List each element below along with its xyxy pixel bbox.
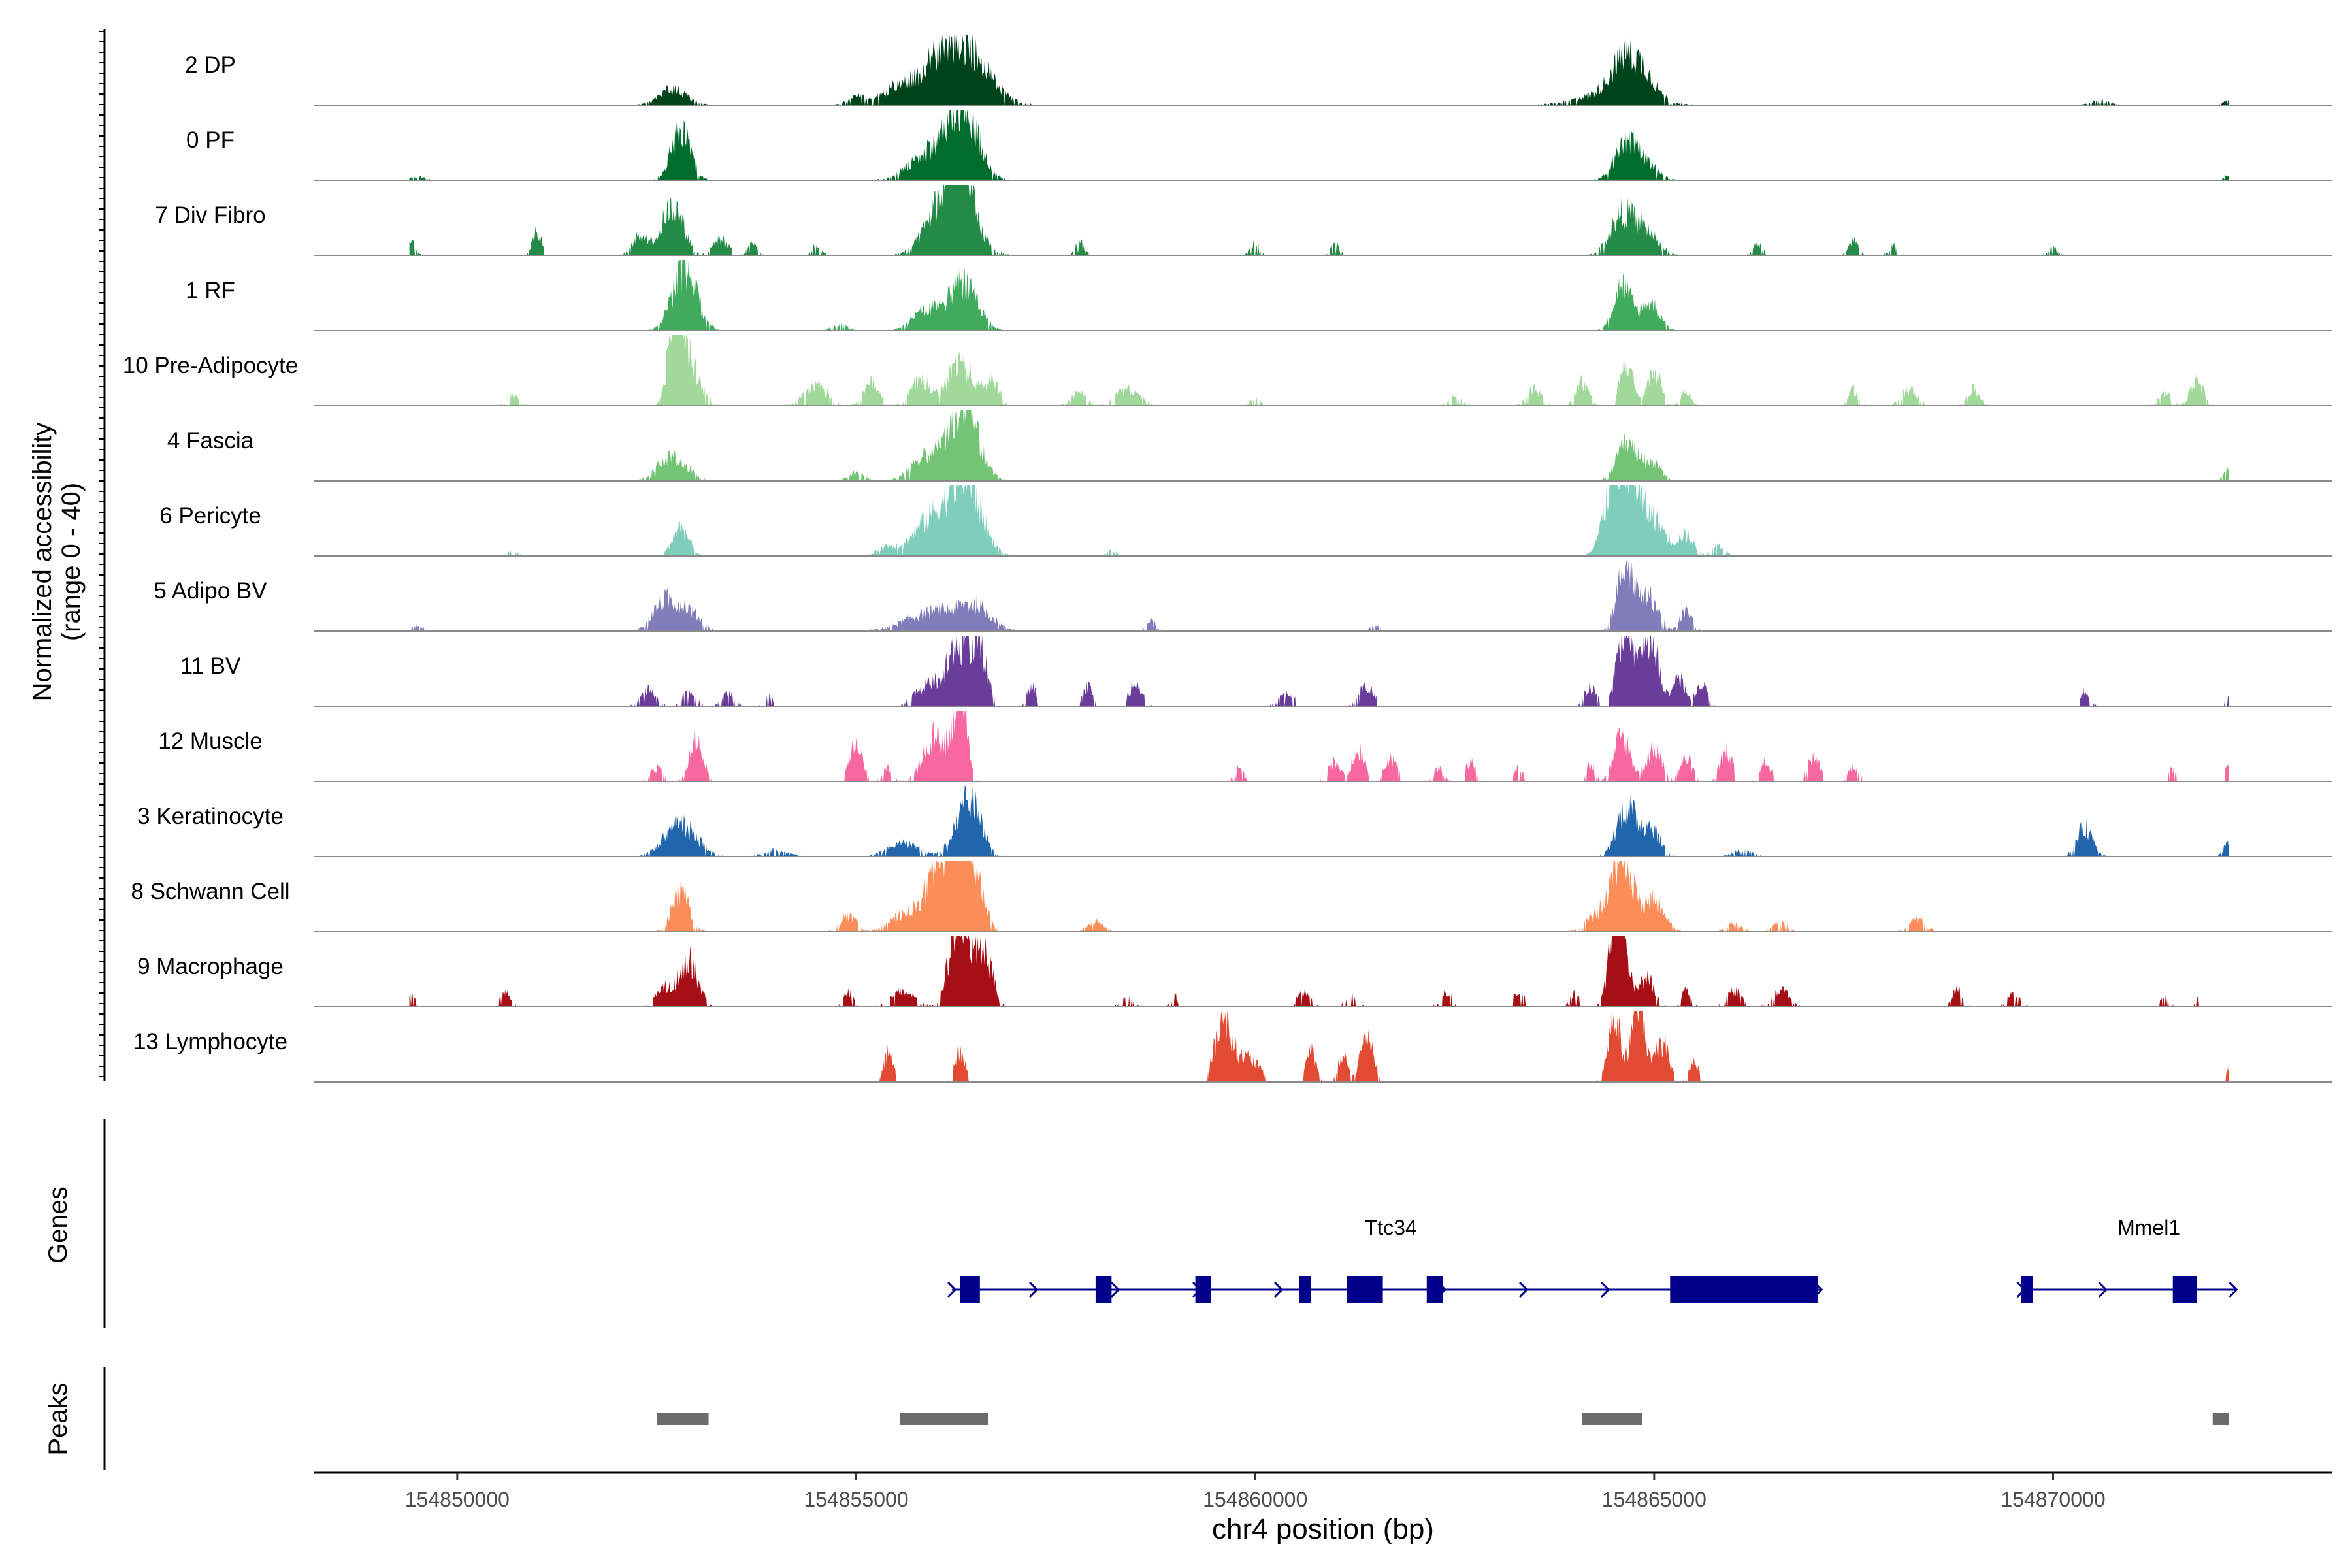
track-label: 10 Pre-Adipocyte (123, 353, 298, 378)
track-12: 8 Schwann Cell (131, 861, 2332, 932)
strand-arrow (947, 1281, 957, 1298)
strand-arrow (2098, 1281, 2108, 1298)
track-label: 13 Lymphocyte (133, 1029, 287, 1054)
gene-exon (1347, 1276, 1383, 1303)
track-14: 13 Lymphocyte (133, 1011, 2332, 1083)
gene-ttc34: Ttc34 (947, 1216, 1823, 1303)
track-5: 10 Pre-Adipocyte (123, 335, 2332, 406)
x-axis-title: chr4 position (bp) (1212, 1513, 1434, 1545)
track-label: 1 RF (186, 278, 235, 303)
gene-exon (1299, 1276, 1311, 1303)
track-13: 9 Macrophage (137, 936, 2332, 1007)
accessibility-y-ticks (99, 31, 105, 1077)
track-7: 6 Pericyte (159, 485, 2332, 557)
track-label: 8 Schwann Cell (131, 879, 289, 904)
gene-exon (1426, 1276, 1443, 1303)
gene-label: Mmel1 (2117, 1216, 2180, 1239)
strand-arrow (2229, 1281, 2238, 1298)
x-tick-label: 154855000 (804, 1488, 908, 1511)
x-axis-ticks: 154850000 154855000 154860000 154865000 1548… (405, 1473, 2106, 1511)
gene-exon (1195, 1276, 1212, 1303)
strand-arrow (1111, 1281, 1120, 1298)
coverage-tracks: 2 DP 0 PF 7 Div Fibro 1 RF 10 Pre-Adipocyte 4… (123, 35, 2332, 1083)
strand-arrow (1519, 1281, 1529, 1298)
x-tick-label: 154870000 (2001, 1488, 2105, 1511)
track-label: 4 Fascia (167, 428, 254, 453)
genes-track-title: Genes (44, 1186, 73, 1264)
gene-exon (2021, 1276, 2033, 1303)
gene-exon (1670, 1276, 1818, 1303)
peak-regions (657, 1413, 2229, 1425)
peaks-track-title: Peaks (44, 1382, 73, 1455)
track-label: 6 Pericyte (159, 503, 261, 529)
track-4: 1 RF (186, 260, 2332, 331)
track-label: 7 Div Fibro (155, 203, 265, 228)
strand-arrow (1029, 1281, 1039, 1298)
gene-exon (960, 1276, 980, 1303)
track-label: 5 Adipo BV (154, 578, 267, 604)
strand-arrow (1601, 1281, 1610, 1298)
track-6: 4 Fascia (167, 410, 2332, 482)
track-label: 11 BV (180, 653, 241, 679)
x-tick-label: 154865000 (1602, 1488, 1707, 1511)
track-9: 11 BV (180, 636, 2332, 707)
x-tick-label: 154860000 (1203, 1488, 1307, 1511)
gene-annotations: Ttc34 Mmel1 (947, 1216, 2238, 1303)
peak-region (1582, 1413, 1642, 1425)
track-11: 3 Keratinocyte (137, 786, 2332, 857)
peak-region (900, 1413, 988, 1425)
track-label: 9 Macrophage (137, 954, 284, 979)
track-2: 0 PF (186, 110, 2332, 181)
y-axis-title-line2: (range 0 - 40) (57, 483, 86, 641)
strand-arrow (1274, 1281, 1284, 1298)
gene-exon (2172, 1276, 2197, 1303)
track-label: 2 DP (185, 52, 236, 78)
track-label: 12 Muscle (158, 728, 263, 754)
track-label: 3 Keratinocyte (137, 804, 284, 829)
gene-exon (1095, 1276, 1112, 1303)
gene-label: Ttc34 (1365, 1216, 1417, 1239)
peak-region (2212, 1413, 2229, 1425)
y-axis-title-line1: Normalized accessibility (28, 423, 57, 702)
peak-region (657, 1413, 709, 1425)
x-tick-label: 154850000 (405, 1488, 510, 1511)
track-8: 5 Adipo BV (154, 561, 2332, 632)
track-10: 12 Muscle (158, 711, 2332, 782)
track-3: 7 Div Fibro (155, 185, 2332, 256)
track-label: 0 PF (186, 127, 235, 153)
gene-mmel1: Mmel1 (2016, 1216, 2238, 1303)
track-1: 2 DP (185, 35, 2332, 106)
